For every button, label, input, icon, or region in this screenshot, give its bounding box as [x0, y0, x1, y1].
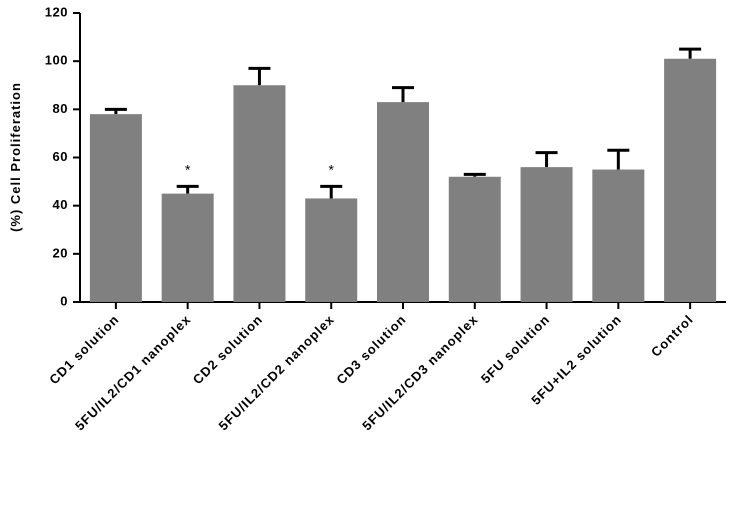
- significance-marker: *: [185, 161, 191, 177]
- error-bar: [607, 148, 630, 170]
- x-tick-label: CD3 solution: [333, 312, 409, 388]
- error-bar: [392, 86, 414, 103]
- bar: [233, 85, 286, 302]
- x-tick-label: 5FU/IL2/CD2 nanoplex: [216, 312, 338, 434]
- x-tick-label: 5FU/IL2/CD3 nanoplex: [359, 312, 481, 434]
- y-tick-label: 100: [45, 53, 68, 68]
- bar: [592, 169, 645, 302]
- bar: [305, 198, 358, 302]
- error-bar: [248, 66, 271, 86]
- bar: [664, 58, 717, 303]
- y-axis-label: (%) Cell Proliferation: [8, 82, 23, 232]
- error-bar: [535, 151, 558, 168]
- error-bar: [176, 184, 199, 194]
- error-bar: [679, 47, 702, 59]
- y-tick-label: 60: [53, 149, 68, 164]
- y-tick-label: 20: [53, 245, 68, 260]
- significance-marker: *: [328, 161, 334, 177]
- bar: [520, 167, 573, 302]
- bar: [161, 193, 214, 302]
- x-tick-label: 5FU/IL2/CD1 nanoplex: [72, 312, 194, 434]
- x-tick-label: Control: [648, 312, 696, 360]
- y-tick-label: 40: [53, 197, 68, 212]
- error-bar: [320, 184, 343, 199]
- y-tick-label: 0: [60, 293, 68, 308]
- bar: [377, 102, 429, 302]
- x-tick-label: 5FU solution: [478, 312, 553, 387]
- y-tick-label: 120: [45, 4, 68, 19]
- error-bar: [104, 107, 127, 115]
- bar: [89, 114, 142, 303]
- y-tick-label: 80: [53, 101, 68, 116]
- bar: [448, 176, 501, 302]
- error-bar: [463, 172, 486, 177]
- x-tick-label: CD1 solution: [46, 312, 122, 388]
- x-tick-label: CD2 solution: [190, 312, 266, 388]
